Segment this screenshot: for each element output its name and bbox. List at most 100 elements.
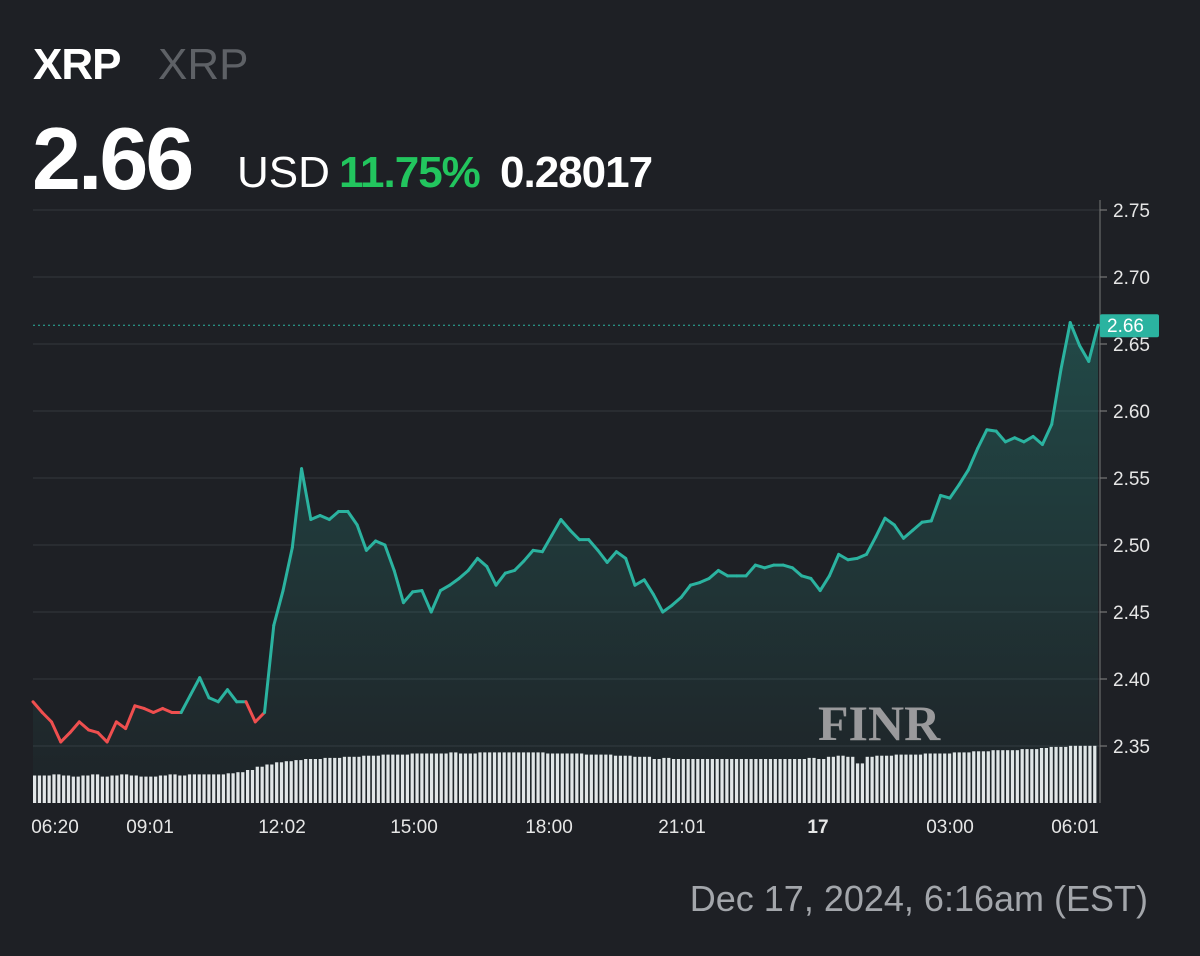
- price-line-segment: [448, 577, 461, 587]
- price-line-segment: [596, 548, 609, 564]
- price-line-segment: [68, 720, 81, 735]
- x-tick-label: 21:01: [658, 817, 706, 838]
- y-tick-label: 2.45: [1113, 603, 1150, 624]
- price-line-segment: [818, 574, 831, 593]
- price-line-segment: [1087, 323, 1100, 363]
- price-line-segment: [188, 676, 202, 697]
- price-line-segment: [744, 563, 757, 578]
- price-line-segment: [50, 720, 63, 744]
- price-line-segment: [77, 720, 91, 732]
- price-line-segment: [1059, 321, 1072, 371]
- price-line-segment: [540, 534, 554, 554]
- price-line-segment: [466, 556, 480, 572]
- price-line-segment: [96, 731, 109, 744]
- y-tick-label: 2.40: [1113, 670, 1150, 691]
- price-line-segment: [318, 514, 331, 522]
- price-line-segment: [605, 550, 618, 564]
- price-line-segment: [309, 514, 322, 522]
- price-line-segment: [142, 706, 155, 714]
- price-line-segment: [1013, 436, 1026, 444]
- price-line-segment: [40, 711, 54, 724]
- price-line-segment: [513, 559, 526, 572]
- y-tick-label: 2.55: [1113, 469, 1150, 490]
- y-tick-label: 2.70: [1113, 268, 1150, 289]
- price-line-segment: [383, 543, 396, 572]
- symbol-ticker: XRP: [33, 40, 121, 89]
- price-line-segment: [550, 518, 563, 538]
- price-line-segment: [753, 563, 767, 570]
- price-line-segment: [503, 568, 517, 575]
- price-line-segment: [1050, 367, 1063, 426]
- price-line-segment: [929, 493, 943, 523]
- price-line-segment: [124, 704, 137, 731]
- price-line-segment: [272, 589, 285, 627]
- price-line-segment: [994, 429, 1007, 444]
- price-line-segment: [216, 688, 229, 704]
- price-line-segment: [1077, 343, 1091, 363]
- price-area-fill: [33, 322, 1098, 803]
- price-line-segment: [59, 731, 72, 744]
- price-line-segment: [1068, 321, 1081, 347]
- price-line-segment: [689, 581, 702, 587]
- price-line-segment: [438, 583, 452, 593]
- price-line-segment: [957, 468, 970, 487]
- x-tick-label: 12:02: [258, 817, 306, 838]
- price-line-segment: [1031, 434, 1044, 446]
- price-line-segment: [401, 590, 415, 605]
- currency: USD: [237, 148, 330, 197]
- price-line-segment: [114, 720, 128, 731]
- price-line-segment: [244, 700, 257, 724]
- x-tick-label: 06:20: [31, 817, 79, 838]
- x-tick-label: 09:01: [126, 817, 174, 838]
- price-line-segment: [1003, 436, 1017, 444]
- price-line-segment: [411, 589, 424, 594]
- price-line-segment: [707, 568, 720, 580]
- price-line-segment: [800, 574, 813, 580]
- x-tick-label: 03:00: [926, 817, 974, 838]
- price-line-segment: [207, 696, 220, 704]
- price-line-segment: [133, 704, 146, 710]
- price-line-segment: [355, 523, 368, 552]
- price-line-segment: [105, 720, 118, 744]
- y-tick-label: 2.50: [1113, 536, 1150, 557]
- price-line-segment: [1022, 434, 1035, 444]
- price-line-segment: [476, 556, 489, 568]
- price-line-segment: [651, 593, 665, 614]
- price-line-segment: [966, 447, 980, 472]
- price-line-segment: [225, 688, 239, 704]
- price-line-segment: [327, 510, 341, 522]
- price-line-segment: [948, 483, 961, 500]
- price-line-segment: [179, 693, 192, 714]
- y-tick-label: 2.60: [1113, 402, 1150, 423]
- price-line-segment: [161, 706, 174, 714]
- price-line-segment: [874, 516, 887, 539]
- price-line-segment: [846, 556, 859, 562]
- price-line-segment: [837, 552, 850, 562]
- price-line-segment: [920, 519, 933, 524]
- x-tick-label: 06:01: [1051, 817, 1099, 838]
- price-line-segment: [392, 568, 405, 605]
- price-line-segment: [420, 589, 433, 614]
- price-line-segment: [790, 566, 804, 578]
- price-line-segment: [670, 595, 683, 607]
- price-line-segment: [985, 428, 998, 433]
- price-line-segment: [494, 571, 507, 587]
- price-line-segment: [253, 711, 267, 724]
- price-line-segment: [559, 518, 572, 532]
- price-line-segment: [624, 556, 637, 587]
- price-line-segment: [902, 528, 915, 540]
- price-line-segment: [661, 603, 674, 614]
- price-line-segment: [633, 578, 646, 587]
- price-line-segment: [892, 523, 906, 540]
- price-line-segment: [614, 550, 628, 560]
- price-line-segment: [698, 577, 711, 585]
- last-price-label: 2.66: [1107, 316, 1144, 337]
- price-line-segment: [263, 623, 276, 714]
- x-tick-label: 18:00: [525, 817, 573, 838]
- change-percent: 11.75%: [339, 148, 481, 197]
- price-line-segment: [568, 528, 581, 542]
- price-line-segment: [485, 564, 498, 587]
- price-line-segment: [151, 706, 165, 714]
- price-line-segment: [763, 563, 776, 570]
- price-line-segment: [864, 535, 878, 556]
